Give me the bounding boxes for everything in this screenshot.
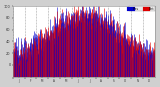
Legend: Prev, Past: Prev, Past	[129, 6, 155, 11]
